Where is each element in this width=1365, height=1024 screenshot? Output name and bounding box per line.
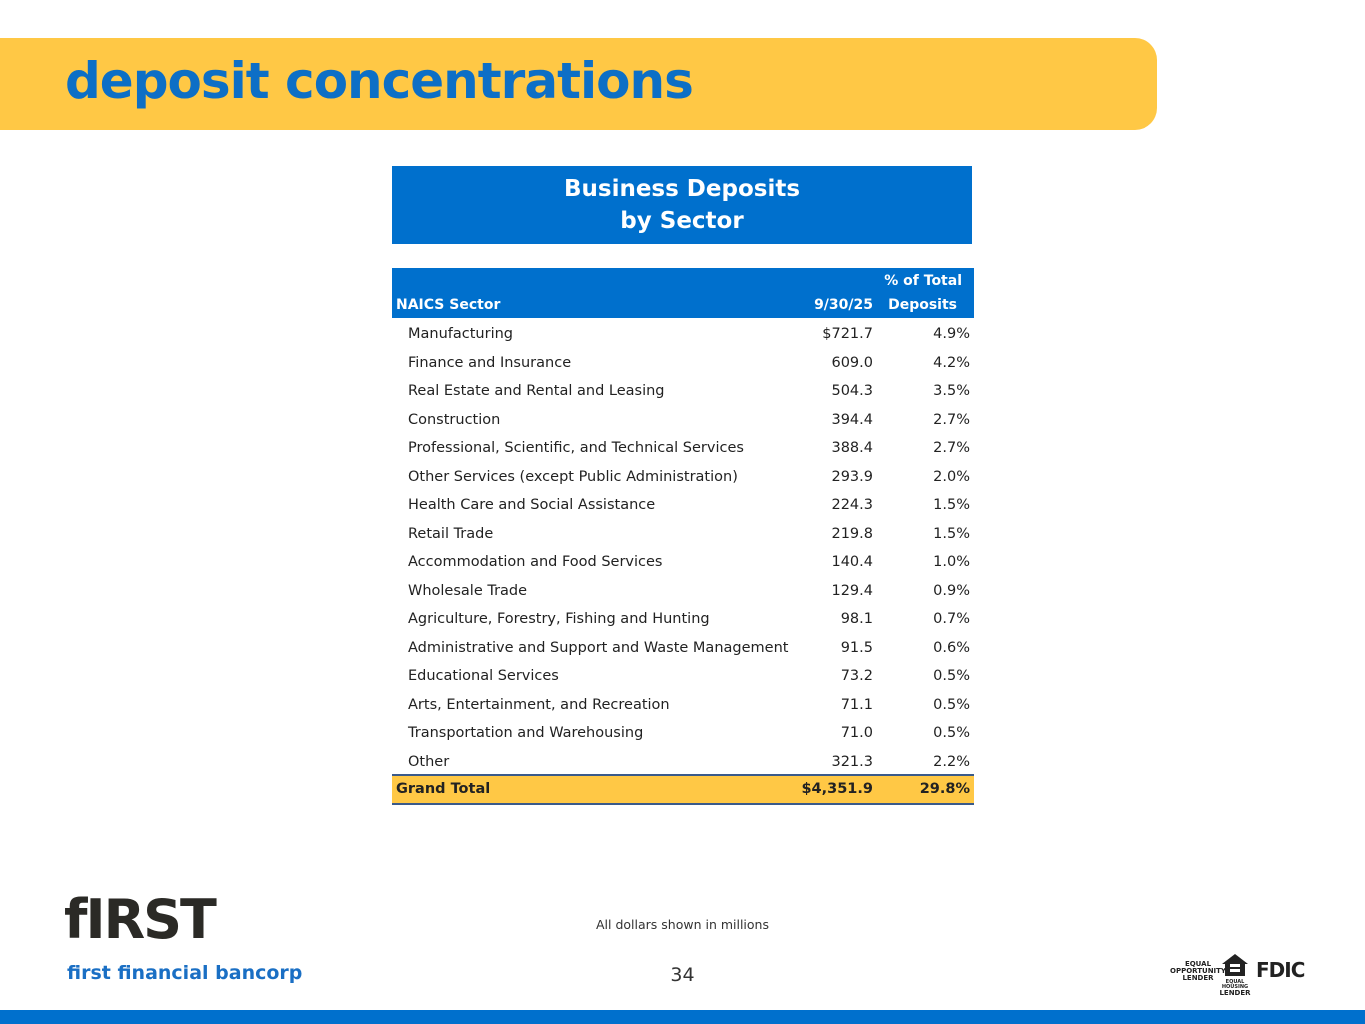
slide-title: deposit concentrations — [65, 52, 694, 110]
badge-text: LENDER — [1219, 989, 1251, 997]
table-cell: 1.5% — [933, 497, 970, 513]
table-cell: 0.5% — [933, 696, 970, 713]
table-cell: Arts, Entertainment, and Recreation — [408, 696, 670, 713]
table-cell: Other Services (except Public Administra… — [408, 468, 738, 485]
table-row: Other 321.3 2.2% — [392, 748, 974, 777]
table-title-line: by Sector — [620, 208, 744, 234]
table-row: Educational Services 73.2 0.5% — [392, 662, 974, 691]
page-number: 34 — [670, 964, 695, 986]
table-cell: 0.5% — [933, 668, 970, 684]
table-cell: 394.4 — [831, 411, 873, 428]
badge: EQUAL OPPORTUNITY LENDER — [1170, 961, 1226, 982]
table-row: Other Services (except Public Administra… — [392, 463, 974, 492]
table-cell: 388.4 — [831, 440, 873, 456]
logo: fIRST — [64, 888, 217, 951]
table-cell: 2.2% — [933, 753, 970, 770]
table-cell: 129.4 — [831, 582, 873, 599]
table-cell: 0.5% — [933, 725, 970, 741]
column-header: NAICS Sector — [396, 297, 501, 313]
footer-bar — [0, 1010, 1365, 1024]
badge-text: OPPORTUNITY — [1170, 967, 1227, 975]
table-cell: Professional, Scientific, and Technical … — [408, 440, 744, 456]
table-cell: 98.1 — [840, 611, 873, 627]
table-cell: Real Estate and Rental and Leasing — [408, 383, 665, 399]
table-cell: 2.7% — [933, 440, 970, 456]
table-row: Grand Total $4,351.9 29.8% — [392, 774, 974, 805]
table-cell: Educational Services — [408, 668, 559, 684]
table-title-line: Business Deposits — [563, 176, 801, 202]
column-header: 9/30/25 — [814, 297, 873, 313]
table-cell: 2.7% — [933, 411, 970, 428]
table-cell: 609.0 — [831, 354, 873, 371]
table-cell: 73.2 — [840, 668, 873, 684]
table-cell: 29.8% — [919, 781, 970, 797]
table-cell: Finance and Insurance — [408, 354, 572, 371]
table-cell: 2.0% — [933, 468, 970, 485]
table-cell: 1.5% — [933, 525, 970, 542]
table-cell: Manufacturing — [408, 326, 513, 342]
table-cell: Health Care and Social Assistance — [408, 497, 656, 513]
table-row: Manufacturing $721.7 4.9% — [392, 320, 974, 349]
table-cell: 4.9% — [933, 326, 970, 342]
table-cell: Grand Total — [396, 781, 491, 797]
table-cell: 0.6% — [933, 639, 970, 656]
table-cell: 0.9% — [933, 582, 970, 599]
table-title: Business Deposits by Sector — [392, 166, 972, 244]
brand-name: first financial bancorp — [67, 962, 303, 984]
table-cell: 219.8 — [831, 525, 873, 542]
column-header: Deposits — [888, 297, 957, 313]
table-cell: Agriculture, Forestry, Fishing and Hunti… — [408, 611, 710, 627]
badge-text: LENDER — [1182, 974, 1214, 982]
badge: EQUAL HOUSING LENDER — [1218, 952, 1252, 997]
table-row: Arts, Entertainment, and Recreation 71.1 0… — [392, 691, 974, 720]
table-row: Construction 394.4 2.7% — [392, 406, 974, 435]
table-cell: Wholesale Trade — [408, 582, 528, 599]
table-cell: Construction — [408, 411, 501, 428]
fdic-badge: FDIC — [1256, 958, 1305, 982]
table-row: Real Estate and Rental and Leasing 504.3 3… — [392, 377, 974, 406]
column-header: % of Total — [884, 273, 962, 289]
badge-text: EQUAL — [1184, 960, 1212, 968]
table-cell: 504.3 — [831, 383, 873, 399]
table-cell: $4,351.9 — [801, 781, 873, 797]
table-cell: $721.7 — [822, 326, 873, 342]
table-row: Retail Trade 219.8 1.5% — [392, 520, 974, 549]
table-cell: 1.0% — [933, 554, 970, 570]
table-cell: 3.5% — [933, 383, 970, 399]
table-cell: 293.9 — [831, 468, 873, 485]
table-row: Finance and Insurance 609.0 4.2% — [392, 349, 974, 378]
title-band — [0, 38, 1157, 130]
table-cell: Administrative and Support and Waste Man… — [408, 639, 789, 656]
table-cell: Retail Trade — [408, 525, 494, 542]
table-cell: 71.1 — [840, 696, 873, 713]
table-row: Accommodation and Food Services 140.4 1.0% — [392, 548, 974, 577]
table-row: Wholesale Trade 129.4 0.9% — [392, 577, 974, 606]
house-icon — [1222, 954, 1248, 976]
table-cell: Other — [408, 753, 450, 770]
table-cell: Transportation and Warehousing — [408, 725, 644, 741]
table-cell: 321.3 — [831, 753, 873, 770]
table-cell: 91.5 — [840, 639, 873, 656]
table-row: Professional, Scientific, and Technical … — [392, 434, 974, 463]
table-row: Agriculture, Forestry, Fishing and Hunti… — [392, 605, 974, 634]
table-header: NAICS Sector 9/30/25 % of Total Deposits — [392, 268, 974, 318]
table-row: Administrative and Support and Waste Man… — [392, 634, 974, 663]
table-row: Health Care and Social Assistance 224.3 1.… — [392, 491, 974, 520]
table-cell: 224.3 — [831, 497, 873, 513]
table-row: Transportation and Warehousing 71.0 0.5% — [392, 719, 974, 748]
table-cell: 140.4 — [831, 554, 873, 570]
badge-text: EQUAL HOUSING — [1221, 979, 1249, 990]
table-cell: 4.2% — [933, 354, 970, 371]
table-cell: Accommodation and Food Services — [408, 554, 663, 570]
footnote: All dollars shown in millions — [595, 917, 769, 932]
table-cell: 0.7% — [933, 611, 970, 627]
table-cell: 71.0 — [840, 725, 873, 741]
